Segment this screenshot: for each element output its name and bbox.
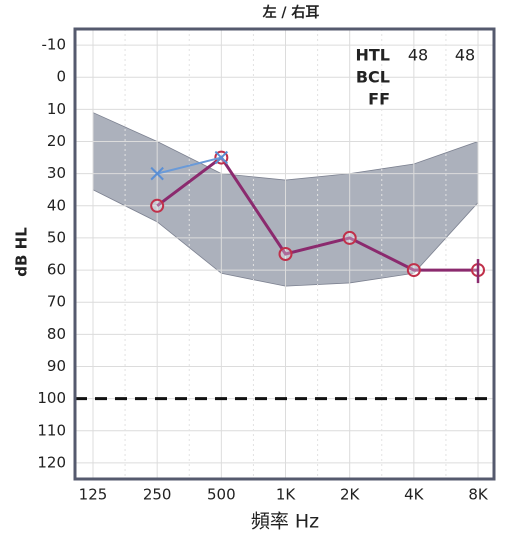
x-tick-label: 2K [340, 486, 361, 504]
marker-circle [342, 230, 357, 245]
x-tick-label: 4K [404, 486, 425, 504]
y-tick-label: 0 [56, 68, 66, 86]
marker-circle [406, 263, 421, 278]
y-tick-label: 70 [47, 293, 66, 311]
y-tick-label: 120 [37, 453, 66, 471]
y-tick-label: 30 [47, 164, 66, 182]
marker-circle [150, 198, 165, 213]
legend-label: BCL [356, 68, 390, 87]
y-tick-label: 110 [37, 421, 66, 439]
y-tick-label: 100 [37, 389, 66, 407]
x-tick-label: 125 [79, 486, 108, 504]
y-tick-label: 10 [47, 100, 66, 118]
x-tick-label: 250 [143, 486, 172, 504]
y-tick-label: 50 [47, 228, 66, 246]
plot-frame [73, 27, 496, 481]
y-tick-label: 20 [47, 132, 66, 150]
x-tick-label: 500 [207, 486, 236, 504]
x-tick-label: 8K [468, 486, 489, 504]
chart-title: 左 / 右耳 [262, 4, 320, 21]
marker-x [150, 166, 164, 181]
marker-x [214, 150, 229, 165]
y-tick-label: -10 [42, 36, 67, 54]
legend-label: FF [368, 90, 390, 109]
series-line [156, 155, 479, 272]
y-tick-label: 90 [47, 357, 66, 375]
legend-label: HTL [356, 46, 391, 65]
x-tick-label: 1K [276, 486, 297, 504]
legend-value: 48 [455, 46, 475, 65]
legend-value: 48 [408, 46, 428, 65]
y-axis-label: dB HL [13, 227, 31, 277]
y-tick-label: 60 [47, 261, 66, 279]
y-tick-label: 40 [47, 196, 66, 214]
marker-circle [278, 247, 293, 261]
y-tick-label: 80 [47, 325, 66, 343]
x-axis-label: 頻率 Hz [251, 511, 319, 533]
series-line [156, 156, 222, 175]
